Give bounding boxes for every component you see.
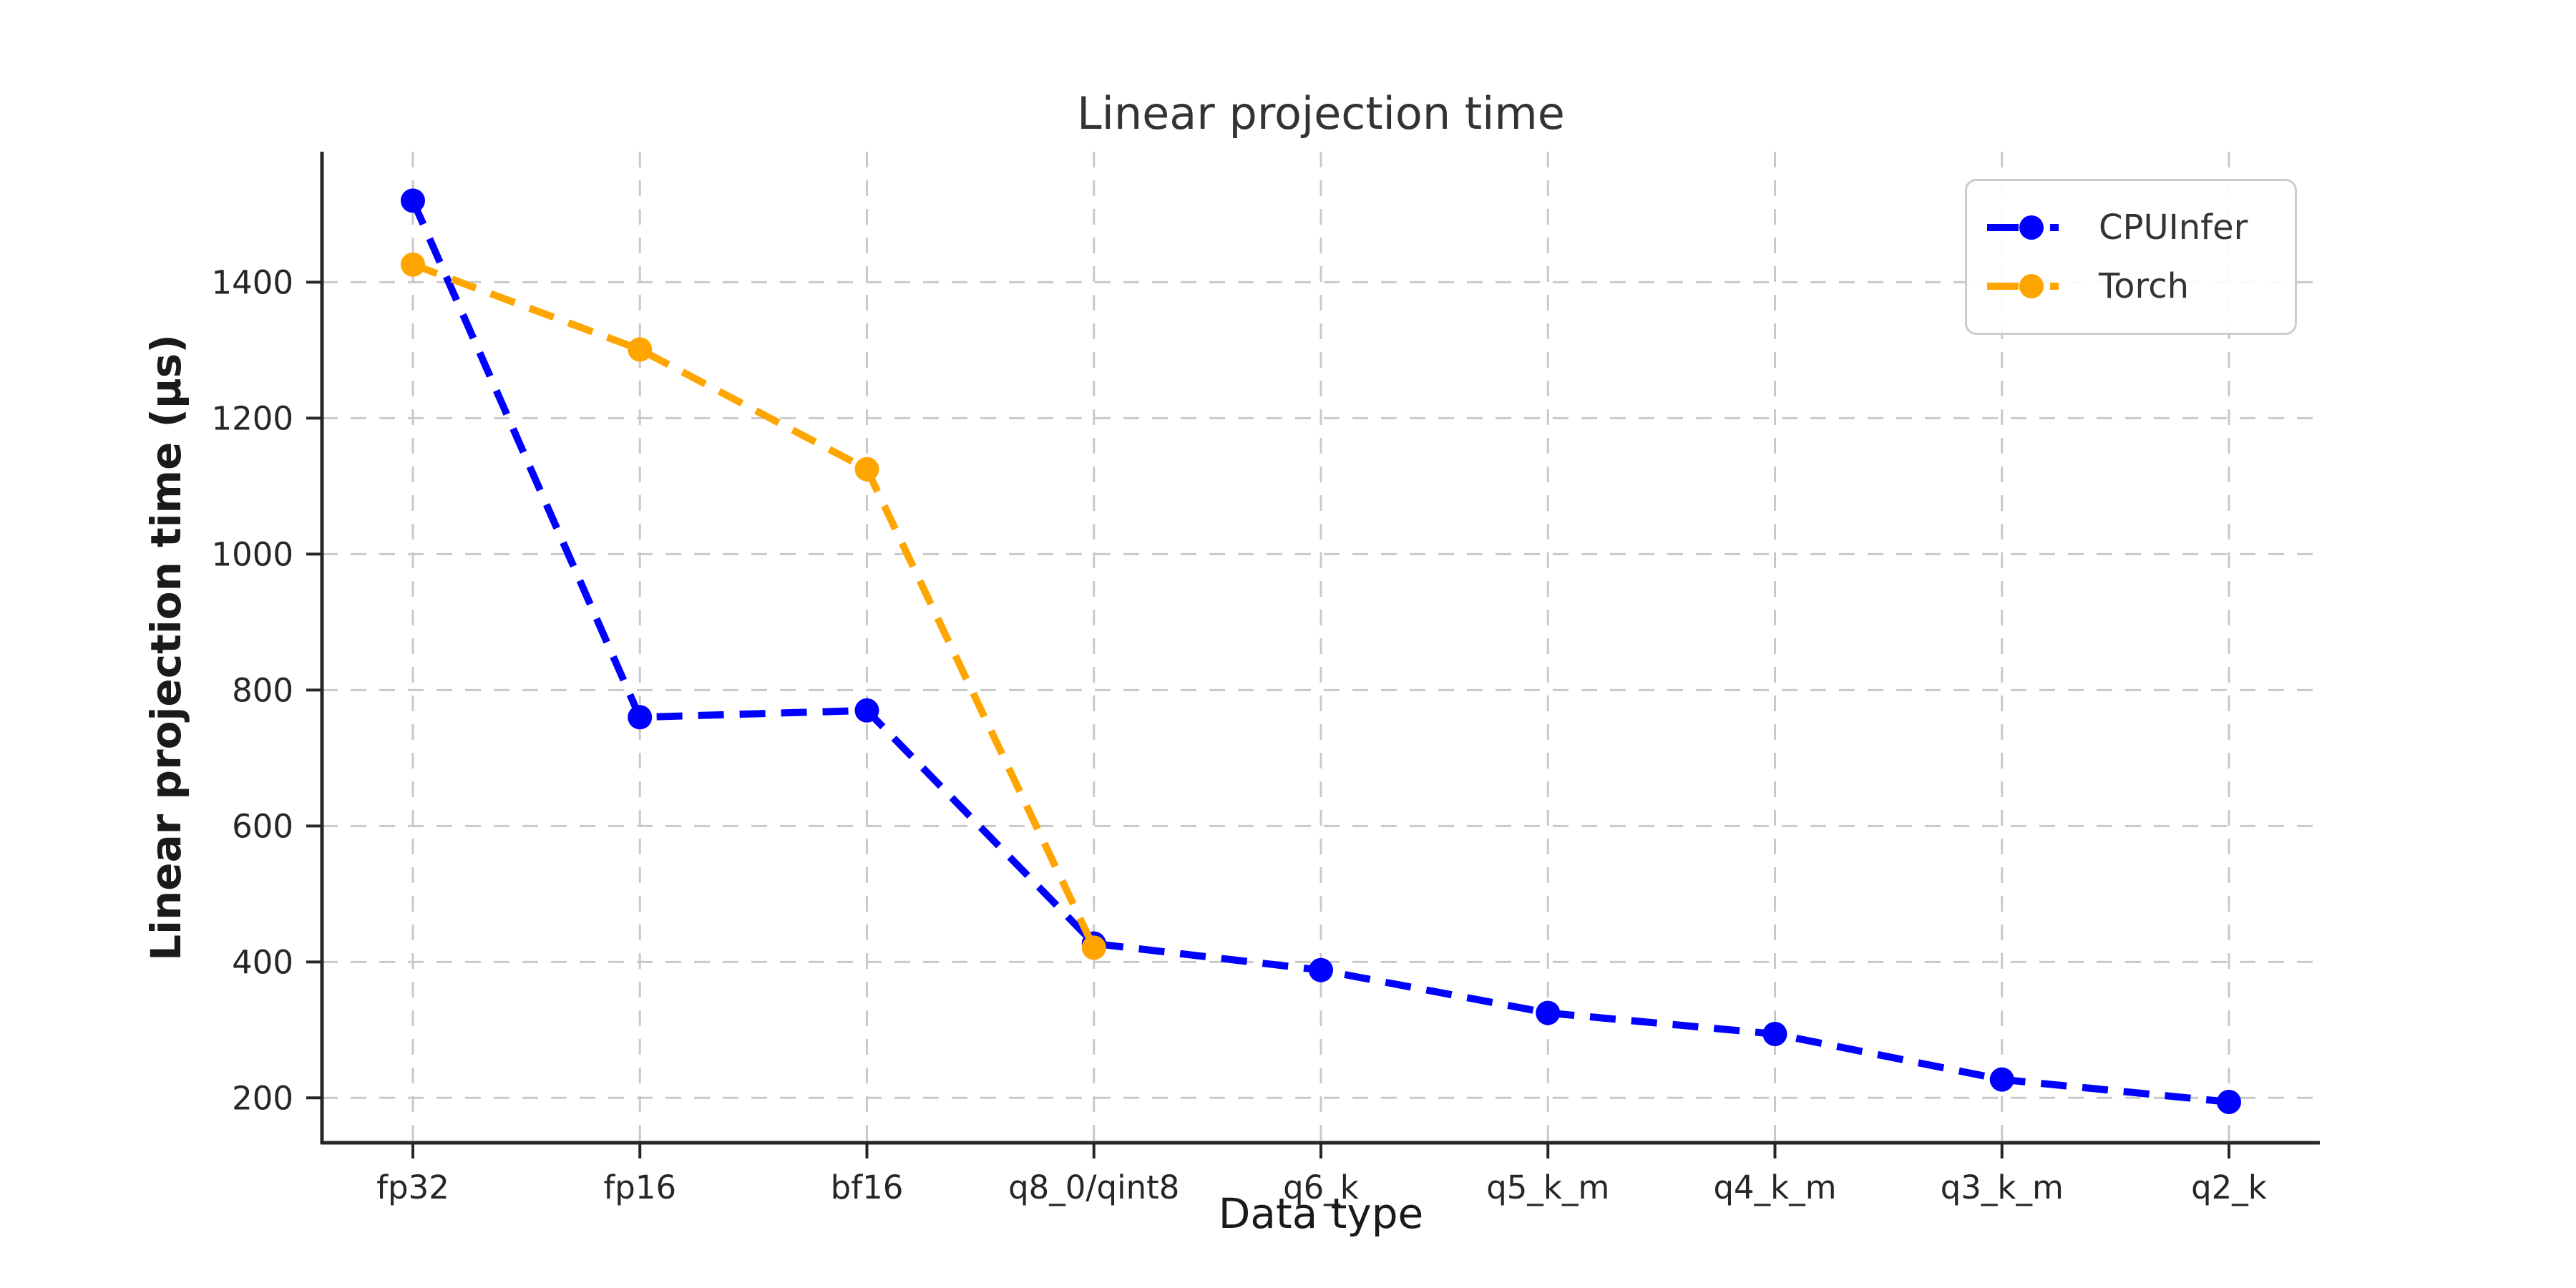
tick-marks: [306, 280, 2230, 1158]
data-point-CPUInfer-q3_k_m: [1989, 1067, 2014, 1092]
data-point-Torch-bf16: [854, 457, 879, 482]
x-tick-label: bf16: [831, 1169, 904, 1206]
legend: CPUInfer Torch: [1965, 179, 2297, 335]
x-tick-label: q2_k: [2191, 1169, 2267, 1206]
data-series: [401, 188, 2241, 1115]
data-point-Torch-fp16: [628, 337, 653, 362]
x-tick-label: fp16: [603, 1169, 676, 1206]
data-point-CPUInfer-fp16: [628, 705, 653, 730]
data-point-CPUInfer-fp32: [401, 188, 425, 213]
x-tick-label: q4_k_m: [1713, 1169, 1836, 1206]
data-point-Torch-fp32: [401, 252, 425, 277]
legend-row-cpuinfer: CPUInfer: [1986, 208, 2276, 248]
legend-label-torch: Torch: [2099, 266, 2190, 306]
y-tick-label: 800: [232, 671, 293, 709]
vertical-gridlines: [411, 152, 2230, 1143]
data-point-CPUInfer-q4_k_m: [1762, 1022, 1787, 1047]
legend-swatch-torch: [1987, 274, 2059, 298]
data-point-CPUInfer-bf16: [854, 698, 879, 723]
tick-labels: 200 400 600 800 1000 1200 1400 fp32 fp16 bf16 q8_0…: [211, 263, 2266, 1206]
y-tick-label: 1000: [211, 535, 293, 573]
x-axis-label: Data type: [1218, 1189, 1424, 1238]
y-tick-label: 1200: [211, 399, 293, 437]
y-tick-label: 600: [232, 807, 293, 845]
x-tick-label: fp32: [376, 1169, 449, 1206]
y-tick-label: 200: [232, 1079, 293, 1117]
legend-row-torch: Torch: [1986, 266, 2276, 306]
chart-title: Linear projection time: [1077, 87, 1565, 140]
y-tick-label: 400: [232, 943, 293, 981]
legend-label-cpuinfer: CPUInfer: [2099, 208, 2248, 248]
x-tick-label: q5_k_m: [1486, 1169, 1609, 1206]
data-point-CPUInfer-q5_k_m: [1536, 1000, 1561, 1025]
data-point-CPUInfer-q6_k: [1309, 957, 1333, 982]
data-point-CPUInfer-q2_k: [2217, 1090, 2241, 1115]
data-point-Torch-q8_0/qint8: [1081, 935, 1106, 960]
x-tick-label: q3_k_m: [1941, 1169, 2064, 1206]
x-tick-label: q6_k: [1283, 1169, 1359, 1206]
x-tick-label: q8_0/qint8: [1008, 1169, 1179, 1206]
legend-swatch-cpuinfer: [1987, 215, 2059, 240]
series-line-Torch: [411, 261, 1098, 950]
y-tick-label: 1400: [211, 263, 293, 301]
